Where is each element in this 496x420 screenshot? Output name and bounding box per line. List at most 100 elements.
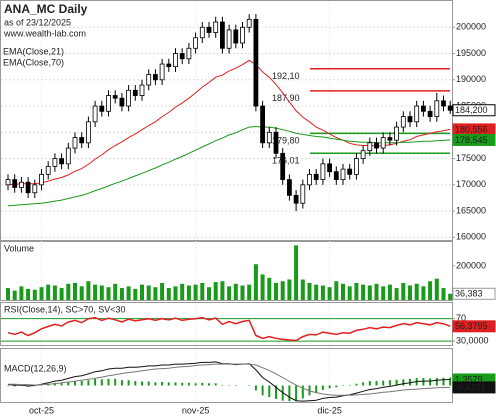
volume-bar — [347, 286, 352, 300]
histogram-bar — [60, 382, 63, 386]
histogram-bar — [214, 383, 217, 386]
candle-body — [300, 184, 306, 204]
volume-bar — [414, 283, 419, 300]
histogram-bar — [295, 385, 298, 402]
volume-bar — [341, 283, 345, 300]
histogram-bar — [335, 385, 338, 388]
volume-bar — [448, 293, 453, 300]
volume-bar — [180, 283, 185, 300]
volume-bar — [260, 274, 265, 300]
value-tag — [452, 320, 496, 333]
histogram-bar — [435, 377, 438, 386]
candle-body — [106, 95, 111, 112]
volume-bar — [6, 288, 10, 300]
histogram-bar — [362, 382, 365, 386]
volume-bar — [274, 282, 278, 300]
value-tag-label: 1,3579 — [455, 374, 483, 384]
histogram-bar — [174, 382, 177, 386]
candle-body — [126, 89, 131, 107]
volume-bar — [66, 283, 71, 300]
volume-bar — [207, 287, 211, 300]
volume-bar — [99, 285, 104, 300]
histogram-bar — [67, 381, 70, 386]
volume-bar — [32, 289, 37, 300]
volume-bar — [213, 282, 218, 300]
candle-body — [79, 137, 85, 144]
volume-panel — [0, 241, 453, 301]
candle-body — [273, 131, 279, 154]
candle-body — [186, 47, 192, 60]
candle-body — [400, 116, 406, 128]
candle-body — [52, 158, 58, 167]
histogram-bar — [442, 377, 445, 386]
candle-body — [72, 137, 78, 149]
volume-bar — [354, 282, 359, 300]
level-label: 176,01 — [272, 156, 300, 166]
candle-body — [380, 137, 386, 149]
volume-bar — [153, 287, 158, 300]
panel-title: RSI(Close,14), SC>70, SV<30 — [4, 304, 126, 314]
volume-bar — [86, 281, 91, 300]
volume-bar — [186, 285, 191, 300]
candle-body — [286, 179, 292, 196]
volume-bar — [140, 284, 144, 300]
candle-body — [387, 137, 393, 141]
candle-body — [320, 163, 326, 180]
candle-body — [441, 100, 446, 107]
volume-bar — [52, 285, 57, 300]
candle-body — [92, 105, 98, 123]
y-tick-label: 170000 — [456, 179, 486, 189]
volume-bar — [160, 282, 165, 300]
candle-body — [420, 105, 426, 112]
y-tick-label: 200000 — [456, 260, 486, 270]
candle-body — [347, 168, 353, 175]
volume-bar — [307, 282, 312, 300]
candle-body — [427, 110, 433, 117]
volume-bar — [200, 282, 205, 300]
candle-body — [374, 142, 379, 149]
histogram-bar — [154, 382, 157, 386]
candle-body — [333, 171, 339, 180]
histogram-bar — [409, 378, 411, 386]
volume-bar — [294, 245, 299, 300]
candle-body — [65, 147, 71, 165]
y-tick-label: 200000 — [456, 22, 486, 32]
histogram-bar — [395, 379, 398, 386]
candle-body — [353, 158, 359, 175]
legend-entry: EMA(Close,70) — [3, 57, 64, 67]
candle-body — [407, 116, 413, 123]
histogram-bar — [100, 379, 103, 386]
volume-bar — [26, 288, 31, 300]
candle-body — [226, 29, 232, 49]
candle-body — [199, 26, 205, 39]
volume-bar — [434, 278, 439, 300]
volume-bar — [79, 286, 84, 300]
subtitle: as of 23/12/2025 — [4, 17, 71, 27]
volume-bar — [39, 287, 44, 300]
volume-bar — [133, 288, 138, 300]
histogram-bar — [355, 383, 358, 386]
volume-bar — [441, 288, 446, 300]
volume-bar — [113, 283, 118, 300]
x-tick-label: oct-25 — [29, 405, 54, 415]
volume-bar — [387, 284, 392, 300]
volume-bar — [401, 282, 406, 300]
y-tick-label: 70 — [456, 313, 466, 323]
histogram-bar — [268, 385, 271, 398]
candle-body — [86, 121, 91, 144]
volume-bar — [46, 284, 51, 300]
candle-body — [32, 184, 38, 194]
volume-bar — [106, 287, 111, 300]
histogram-bar — [94, 378, 97, 386]
candle-body — [99, 105, 105, 112]
level-label: 192,10 — [272, 71, 300, 81]
value-tag — [452, 381, 496, 394]
value-tag-label: 180,556 — [455, 124, 488, 134]
y-tick-label: 30,0000 — [456, 335, 489, 345]
candle-body — [327, 163, 333, 173]
value-tag-label: 36,383 — [455, 289, 483, 299]
candle-body — [340, 168, 346, 180]
rsi-line — [7, 316, 451, 342]
volume-bar — [126, 286, 131, 300]
candle-body — [59, 158, 64, 165]
